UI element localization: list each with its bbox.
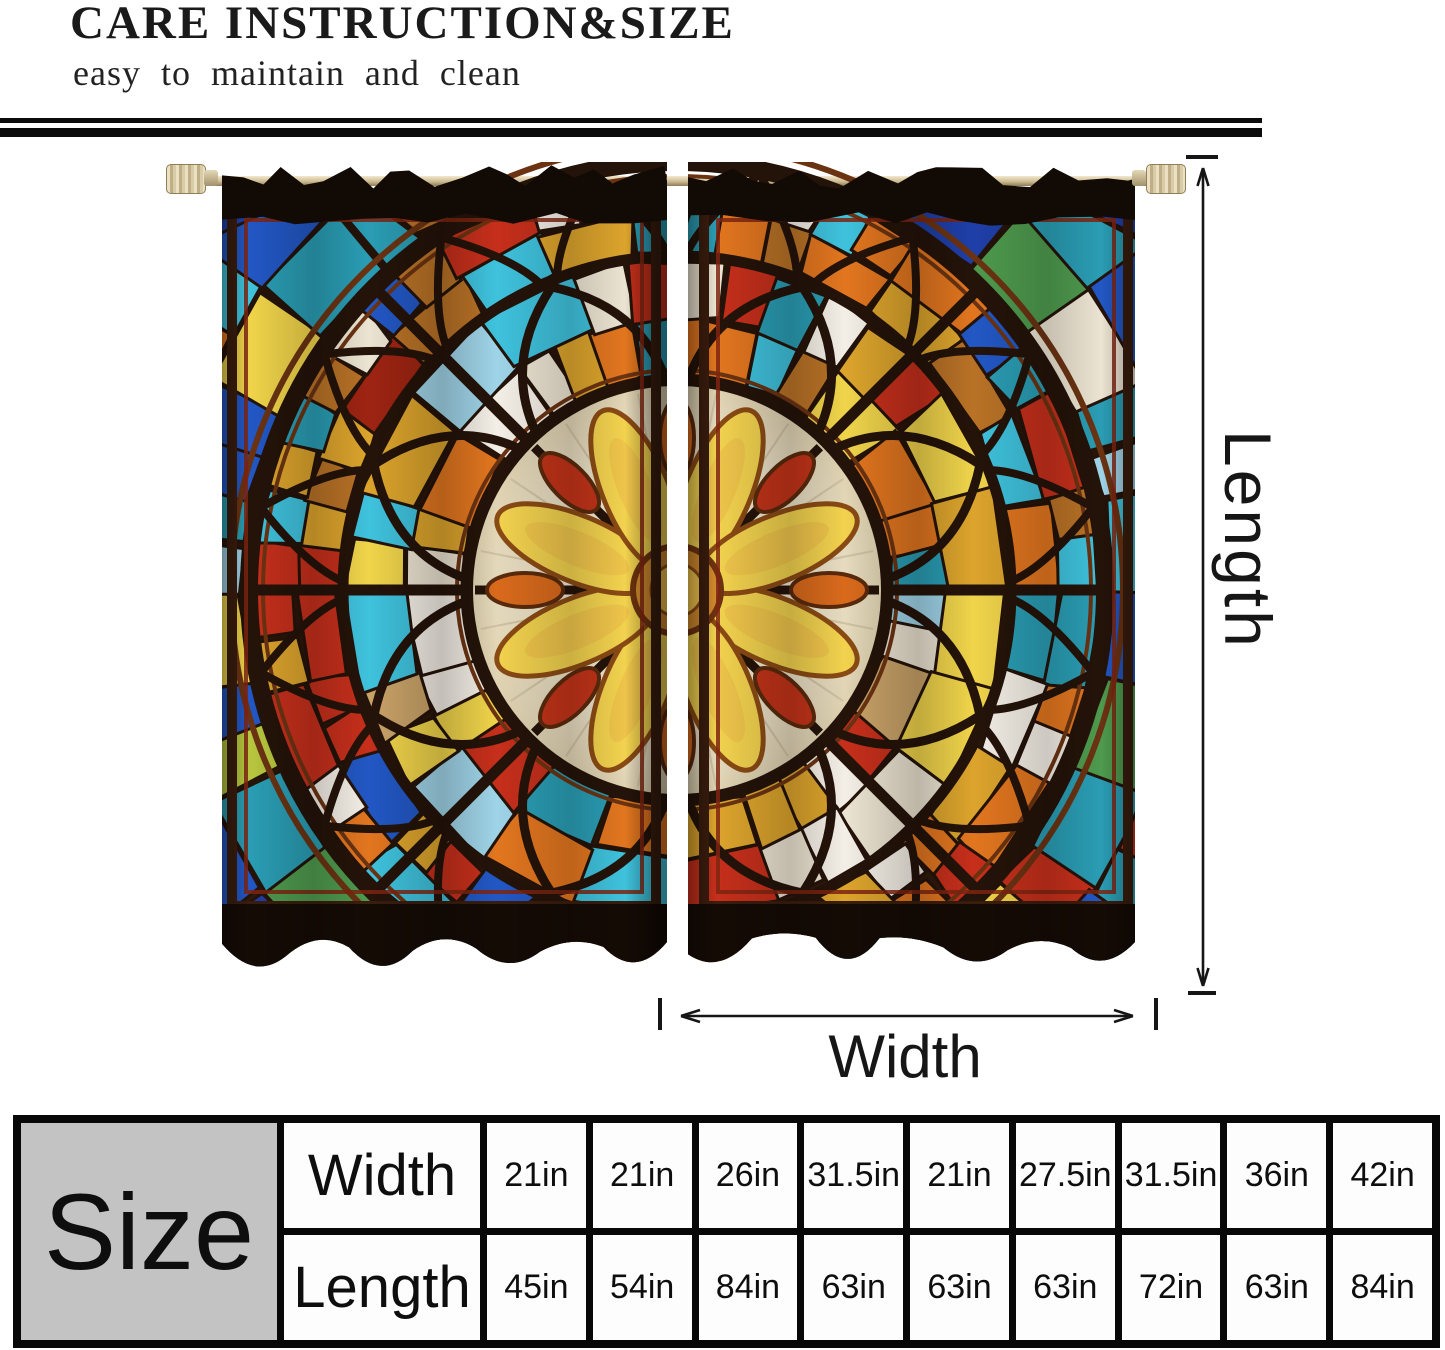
size-table-cell: 36in	[1227, 1123, 1327, 1228]
size-table-cell: 54in	[592, 1235, 692, 1340]
length-arrow	[1186, 155, 1218, 995]
size-table-cell: 26in	[698, 1123, 798, 1228]
size-table-corner-label: Size	[21, 1123, 277, 1340]
finial-neck	[1132, 170, 1146, 186]
curtain-rod	[202, 176, 1154, 186]
size-table: Size Width 21in 21in 26in 31.5in 21in 27.5in 31…	[13, 1115, 1440, 1348]
width-label: Width	[828, 1023, 982, 1090]
width-arrow	[658, 998, 1158, 1030]
size-table-cell: 31.5in	[804, 1123, 904, 1228]
size-table-cell: 45in	[487, 1235, 586, 1340]
length-label: Length	[1211, 430, 1285, 650]
size-table-row-label: Length	[284, 1235, 480, 1340]
page-subtitle: easy to maintain and clean	[73, 53, 521, 93]
size-table-cell: 72in	[1121, 1235, 1221, 1340]
size-table-cell: 63in	[910, 1235, 1009, 1340]
finial-cap	[1146, 164, 1186, 194]
size-table-cell: 42in	[1333, 1123, 1432, 1228]
size-table-cell: 21in	[910, 1123, 1009, 1228]
size-table-cell: 84in	[1333, 1235, 1432, 1340]
divider-line-thin	[0, 118, 1262, 123]
size-table-row-label: Width	[284, 1123, 480, 1228]
curtain-panels-image	[222, 162, 1138, 1002]
size-table-cell: 63in	[1015, 1235, 1115, 1340]
size-table-cell: 27.5in	[1015, 1123, 1115, 1228]
finial-cap	[166, 164, 206, 194]
size-table-cell: 31.5in	[1121, 1123, 1221, 1228]
size-table-cell: 84in	[698, 1235, 798, 1340]
divider-line-thick	[0, 128, 1262, 137]
size-table-cell: 63in	[804, 1235, 904, 1340]
size-table-cell: 21in	[592, 1123, 692, 1228]
page-title: CARE INSTRUCTION&SIZE	[70, 0, 735, 49]
size-table-cell: 63in	[1227, 1235, 1327, 1340]
size-table-cell: 21in	[487, 1123, 586, 1228]
finial-neck	[204, 170, 218, 186]
